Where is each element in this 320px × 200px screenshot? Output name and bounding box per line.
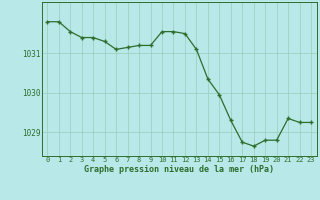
X-axis label: Graphe pression niveau de la mer (hPa): Graphe pression niveau de la mer (hPa) (84, 165, 274, 174)
